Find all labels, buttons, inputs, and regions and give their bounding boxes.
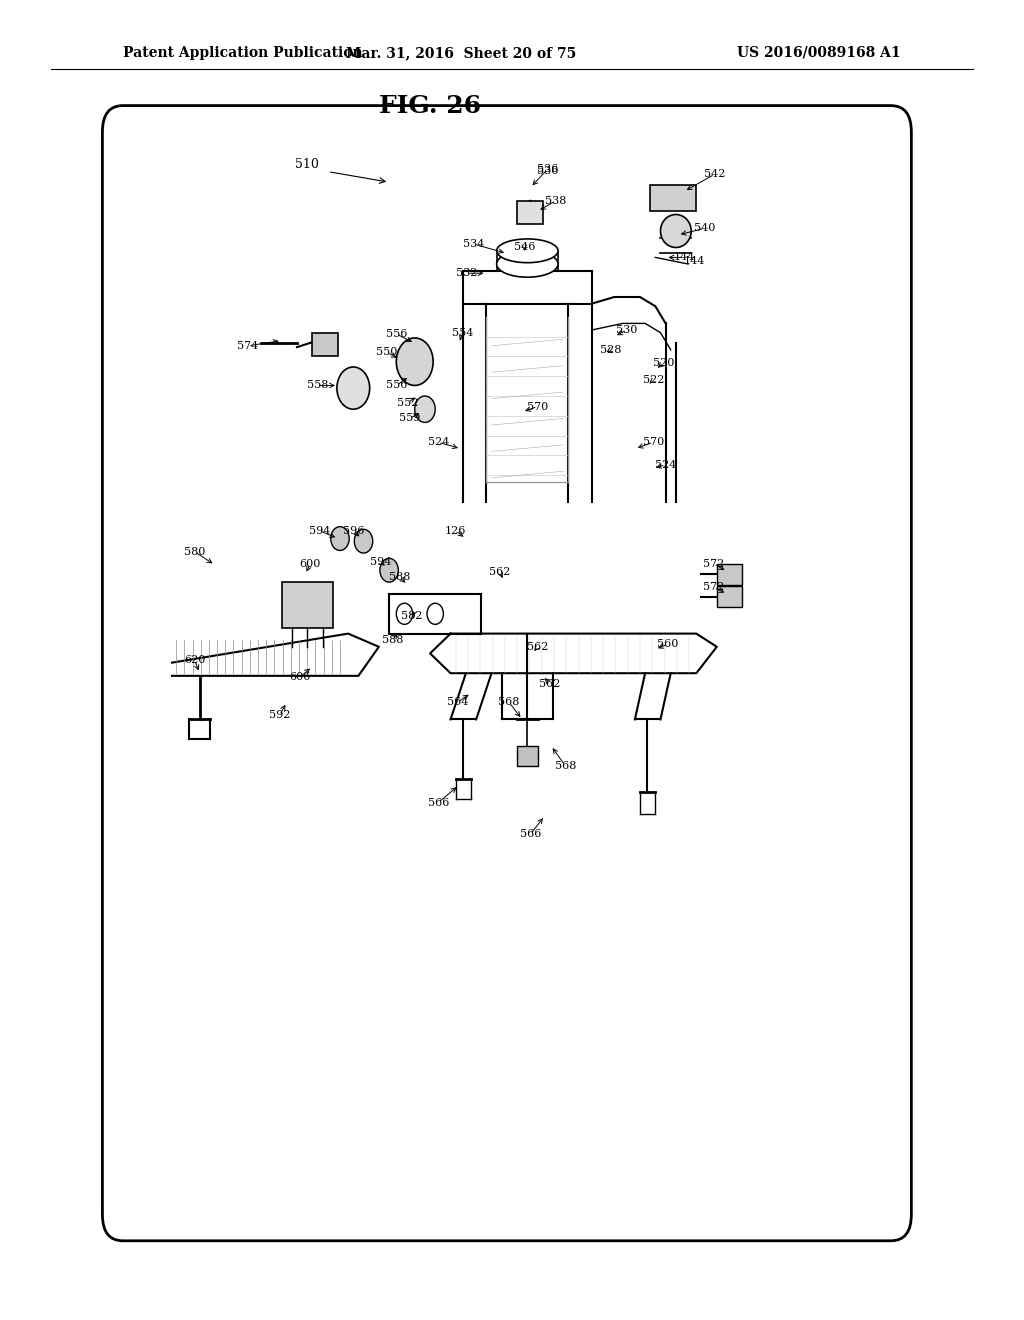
Ellipse shape — [660, 214, 691, 248]
Circle shape — [396, 603, 413, 624]
Text: 568: 568 — [555, 760, 575, 771]
Text: Mar. 31, 2016  Sheet 20 of 75: Mar. 31, 2016 Sheet 20 of 75 — [346, 46, 575, 59]
Text: 568: 568 — [499, 697, 519, 708]
Text: 542: 542 — [705, 169, 725, 180]
Text: 510: 510 — [295, 158, 319, 172]
Text: 588: 588 — [382, 635, 402, 645]
Text: 554: 554 — [453, 327, 473, 338]
Circle shape — [331, 527, 349, 550]
Text: 620: 620 — [184, 655, 205, 665]
Text: 556: 556 — [386, 380, 407, 391]
Text: 550: 550 — [377, 347, 397, 358]
Text: 532: 532 — [457, 268, 477, 279]
Bar — [517, 201, 543, 224]
Text: 606: 606 — [290, 672, 310, 682]
Text: 126: 126 — [445, 525, 466, 536]
Text: FIG. 26: FIG. 26 — [379, 94, 481, 117]
Text: 528: 528 — [600, 345, 621, 355]
Text: 144: 144 — [674, 252, 694, 263]
Text: 594: 594 — [371, 557, 391, 568]
Circle shape — [354, 529, 373, 553]
Text: 556: 556 — [386, 329, 407, 339]
Text: 540: 540 — [694, 223, 715, 234]
Text: 564: 564 — [447, 697, 468, 708]
Text: 560: 560 — [657, 639, 678, 649]
Text: Patent Application Publication: Patent Application Publication — [123, 46, 362, 59]
Text: 524: 524 — [655, 459, 676, 470]
Text: 580: 580 — [184, 546, 205, 557]
Bar — [650, 185, 696, 211]
Text: 536: 536 — [538, 164, 558, 174]
Text: 572: 572 — [703, 582, 724, 593]
Bar — [517, 746, 538, 766]
Circle shape — [396, 338, 433, 385]
Text: 524: 524 — [428, 437, 449, 447]
Text: 552: 552 — [397, 397, 418, 408]
Circle shape — [337, 367, 370, 409]
Text: 534: 534 — [464, 239, 484, 249]
Circle shape — [427, 603, 443, 624]
Text: 588: 588 — [389, 572, 410, 582]
Text: 566: 566 — [428, 797, 449, 808]
Text: US 2016/0089168 A1: US 2016/0089168 A1 — [737, 46, 901, 59]
Text: 520: 520 — [653, 358, 674, 368]
Bar — [717, 586, 742, 607]
Text: 144: 144 — [684, 256, 706, 267]
Text: 536: 536 — [538, 166, 558, 177]
Ellipse shape — [497, 239, 558, 263]
Text: 570: 570 — [527, 401, 548, 412]
Text: 562: 562 — [540, 678, 560, 689]
FancyBboxPatch shape — [102, 106, 911, 1241]
Text: 522: 522 — [643, 375, 664, 385]
Text: 562: 562 — [489, 566, 510, 577]
Text: 592: 592 — [269, 710, 290, 721]
Text: 559: 559 — [399, 413, 420, 424]
Text: 594: 594 — [309, 525, 330, 536]
Text: 570: 570 — [643, 437, 664, 447]
Text: 582: 582 — [401, 611, 422, 622]
Text: 566: 566 — [520, 829, 541, 840]
Bar — [717, 564, 742, 585]
Circle shape — [415, 396, 435, 422]
Text: 538: 538 — [546, 195, 566, 206]
Text: 530: 530 — [616, 325, 637, 335]
Text: 596: 596 — [343, 525, 364, 536]
Text: 600: 600 — [300, 558, 321, 569]
Circle shape — [380, 558, 398, 582]
Bar — [312, 333, 338, 356]
Text: 562: 562 — [527, 642, 548, 652]
Text: 546: 546 — [514, 242, 535, 252]
Text: 574: 574 — [238, 341, 258, 351]
Ellipse shape — [497, 251, 558, 277]
Text: 572: 572 — [703, 558, 724, 569]
Text: 558: 558 — [307, 380, 328, 391]
Bar — [282, 582, 333, 628]
